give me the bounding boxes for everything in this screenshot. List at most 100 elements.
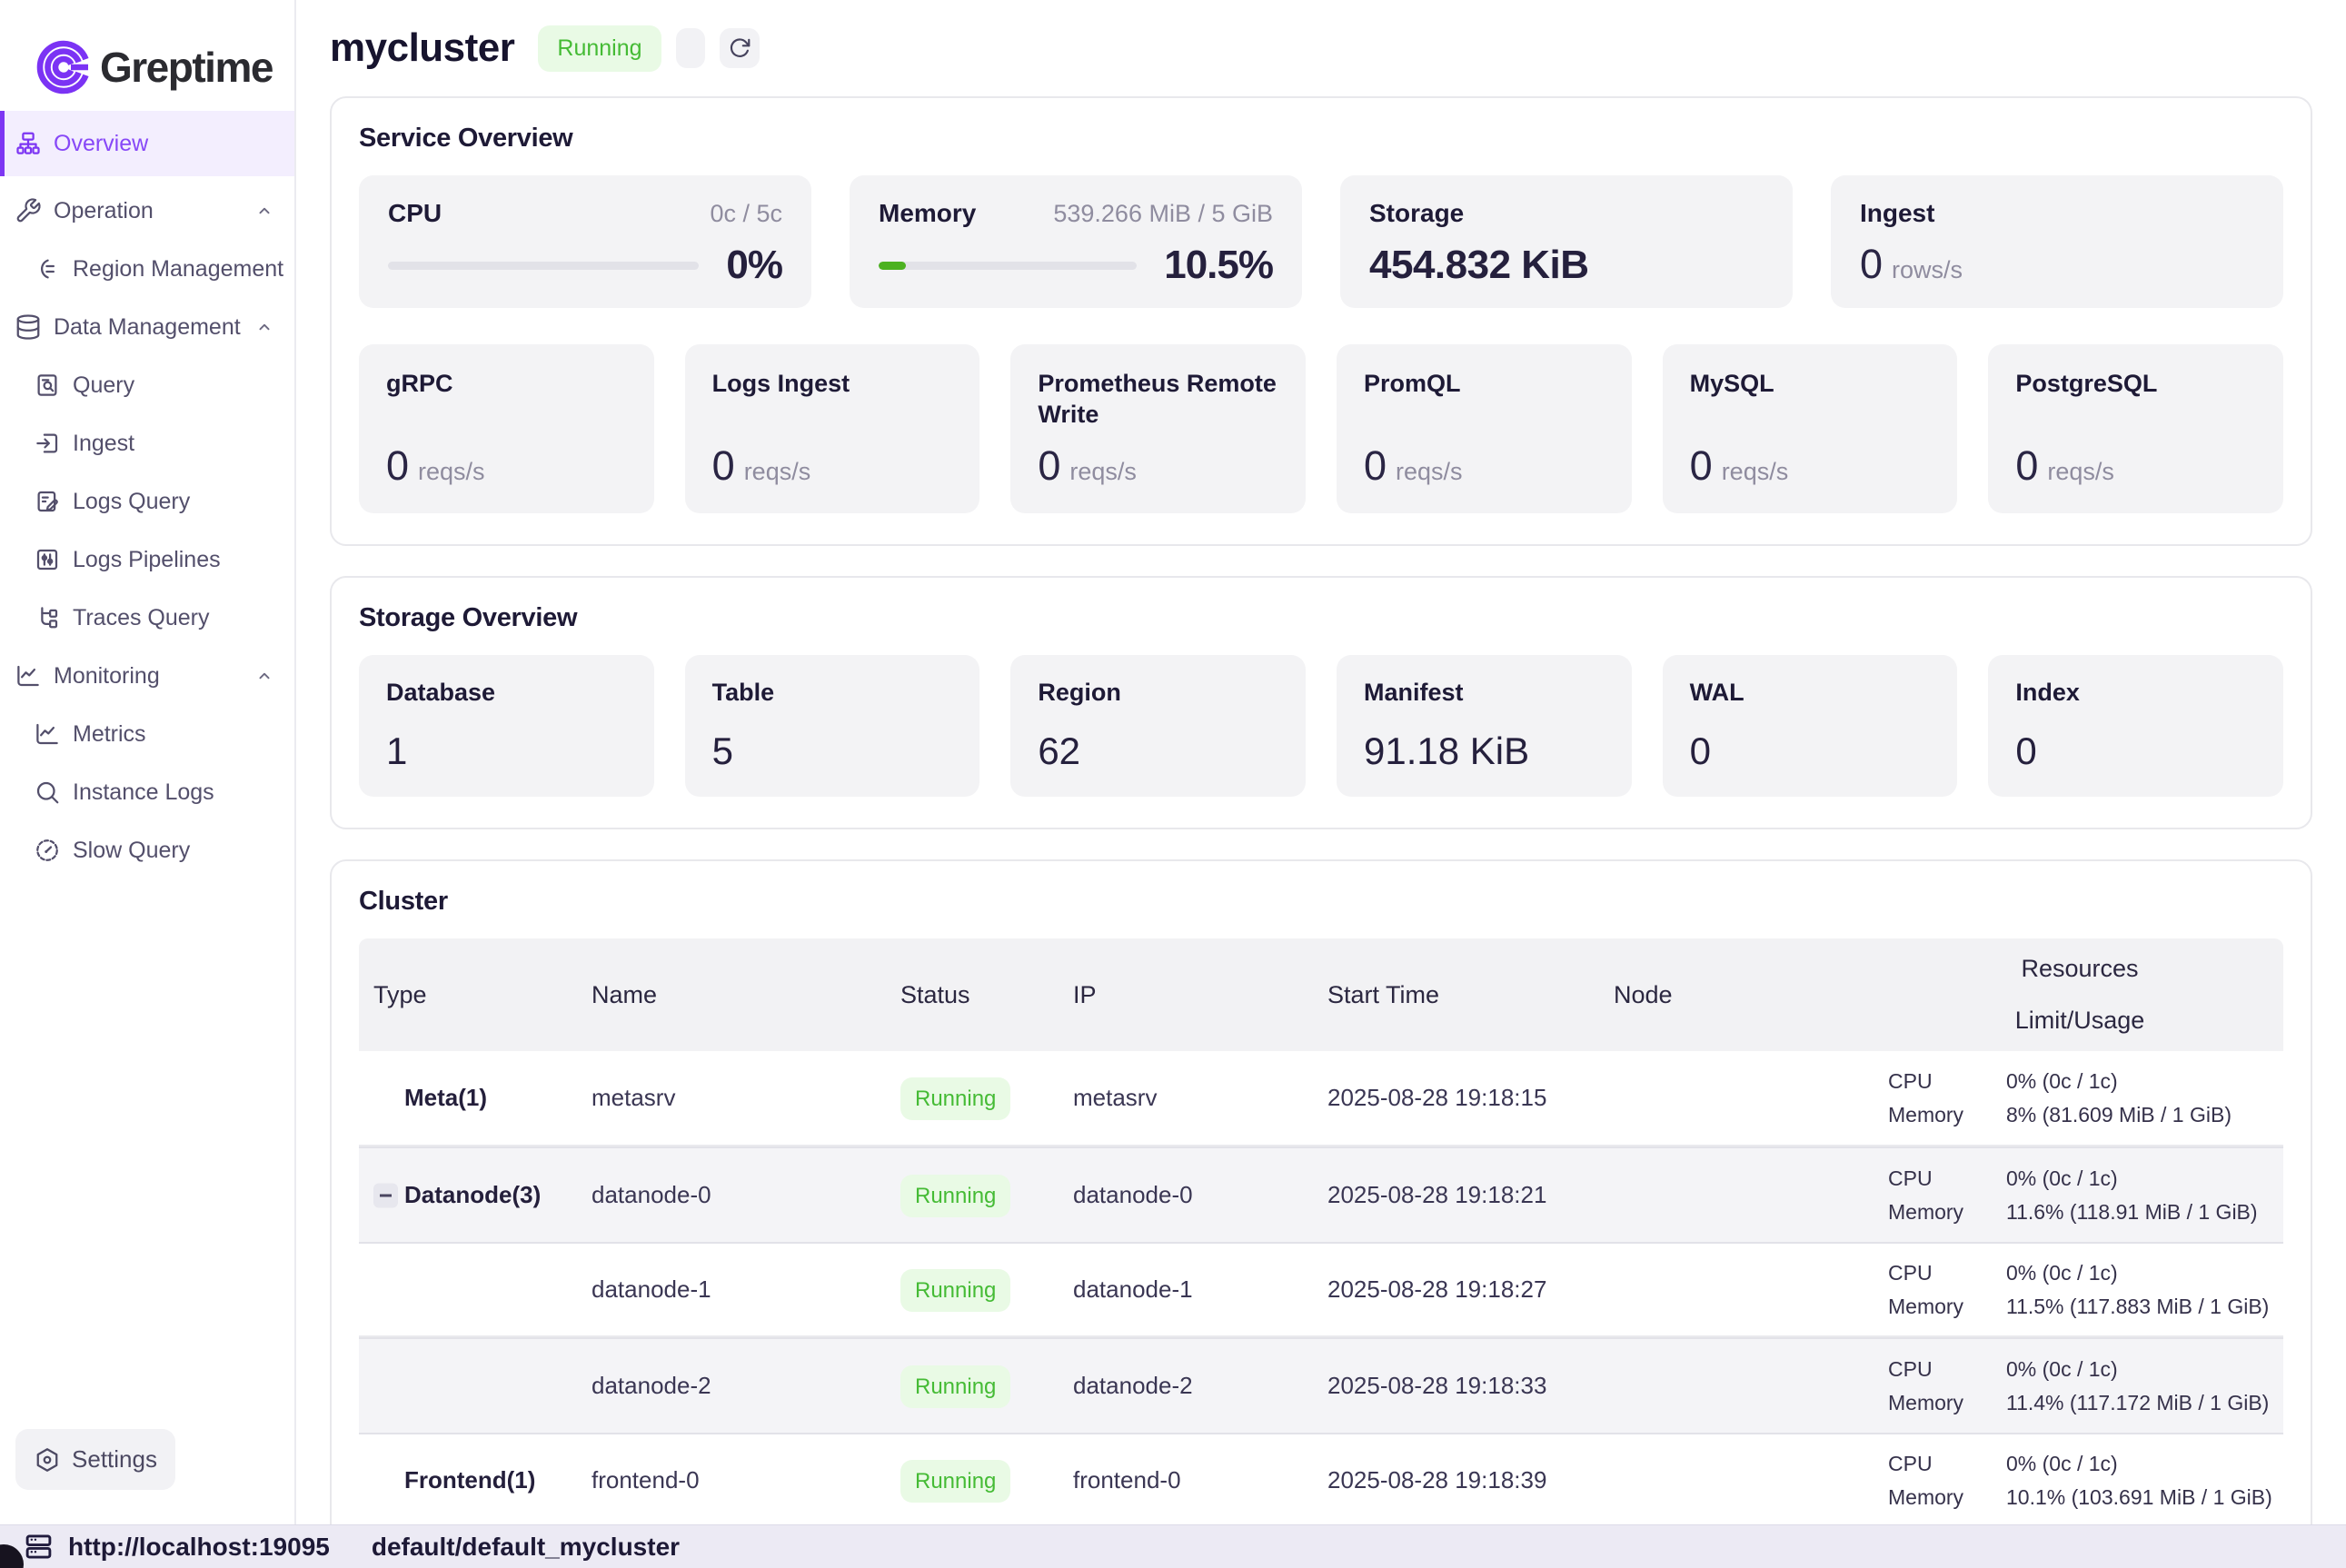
memory-card: Memory 539.266 MiB / 5 GiB 10.5%	[850, 175, 1302, 308]
metrics-chart-icon	[34, 720, 61, 748]
col-resources: Resources Limit/Usage	[1876, 938, 2283, 1051]
cpu-limit: 0c / 5c	[710, 200, 782, 228]
ingest-value: 0	[1860, 241, 1883, 288]
col-name: Name	[577, 981, 886, 1009]
service-stat-cards: CPU 0c / 5c 0% Memory 539.266 MiB / 5 Gi…	[359, 175, 2283, 308]
sidebar-item-region-management[interactable]: Region Management	[0, 240, 294, 298]
cpu-progress-track	[388, 262, 699, 270]
logs-ingest-label: Logs Ingest	[712, 368, 953, 399]
refresh-button[interactable]	[720, 28, 760, 68]
row-resources: CPU 0% (0c / 1c) Memory 11.5% (117.883 M…	[1876, 1261, 2283, 1319]
col-type: Type	[359, 981, 577, 1009]
gauge-icon	[34, 837, 61, 864]
sidebar-item-label: Metrics	[73, 721, 146, 748]
ingest-unit: rows/s	[1892, 256, 1963, 284]
resources-header: Resources	[2021, 955, 2138, 983]
settings-button[interactable]: Settings	[15, 1429, 175, 1490]
sidebar-item-instance-logs[interactable]: Instance Logs	[0, 763, 294, 821]
col-status: Status	[886, 981, 1059, 1009]
row-resources: CPU 0% (0c / 1c) Memory 11.4% (117.172 M…	[1876, 1357, 2283, 1415]
postgresql-value: 0	[2015, 442, 2038, 490]
table-row-datanode-2: datanode-2 Running datanode-2 2025-08-28…	[359, 1337, 2283, 1433]
sidebar-item-label: Overview	[54, 131, 148, 157]
sidebar-item-query[interactable]: Query	[0, 356, 294, 414]
chevron-up-icon	[254, 666, 274, 686]
ingest-arrow-icon	[34, 430, 61, 457]
sidebar-item-slow-query[interactable]: Slow Query	[0, 821, 294, 879]
wal-value: 0	[1690, 729, 1931, 773]
sidebar-item-label: Traces Query	[73, 605, 210, 631]
prometheus-remote-write-unit: reqs/s	[1069, 458, 1137, 486]
sidebar-item-ingest[interactable]: Ingest	[0, 414, 294, 472]
cpu-card: CPU 0c / 5c 0%	[359, 175, 811, 308]
cpu-res-label: CPU	[1888, 1069, 2006, 1094]
sidebar-item-overview[interactable]: Overview	[0, 111, 294, 176]
prometheus-remote-write-value: 0	[1038, 442, 1060, 490]
collapse-minus-button[interactable]	[373, 1183, 398, 1207]
storage-card: Storage 454.832 KiB	[1340, 175, 1793, 308]
cpu-res-label: CPU	[1888, 1166, 2006, 1191]
postgresql-card: PostgreSQL 0 reqs/s	[1988, 344, 2283, 513]
sidebar-item-label: Region Management	[73, 256, 283, 283]
database-label: Database	[386, 679, 627, 707]
col-node: Node	[1599, 981, 1876, 1009]
row-start-time: 2025-08-28 19:18:39	[1313, 1466, 1599, 1494]
memory-label: Memory	[879, 199, 976, 228]
wrench-icon	[15, 197, 42, 224]
region-value: 62	[1038, 729, 1278, 773]
sidebar-item-label: Logs Query	[73, 489, 190, 515]
storage-label: Storage	[1369, 199, 1464, 228]
blank-action-button[interactable]	[676, 28, 705, 68]
memory-res-label: Memory	[1888, 1391, 2006, 1415]
cpu-res-label: CPU	[1888, 1452, 2006, 1476]
statusbar-url[interactable]: http://localhost:19095	[68, 1533, 330, 1562]
monitoring-chart-icon	[15, 662, 42, 690]
pipelines-sliders-icon	[34, 546, 61, 573]
sidebar-section-operation[interactable]: Operation	[0, 182, 294, 240]
mysql-card: MySQL 0 reqs/s	[1663, 344, 1958, 513]
prometheus-remote-write-card: Prometheus Remote Write 0 reqs/s	[1010, 344, 1306, 513]
cluster-title: Cluster	[359, 887, 2283, 917]
sidebar-item-traces-query[interactable]: Traces Query	[0, 589, 294, 647]
cpu-res-value: 0% (0c / 1c)	[2006, 1357, 2283, 1382]
search-icon	[34, 779, 61, 806]
cpu-label: CPU	[388, 199, 442, 228]
overview-cluster-icon	[15, 130, 42, 157]
storage-overview-panel: Storage Overview Database 1 Table 5 Regi…	[330, 576, 2312, 829]
row-ip: datanode-1	[1059, 1275, 1313, 1304]
memory-res-value: 11.4% (117.172 MiB / 1 GiB)	[2006, 1391, 2283, 1415]
cpu-res-value: 0% (0c / 1c)	[2006, 1069, 2283, 1094]
table-label: Table	[712, 679, 953, 707]
table-value: 5	[712, 729, 953, 773]
index-card: Index 0	[1988, 655, 2283, 797]
sidebar-item-logs-query[interactable]: Logs Query	[0, 472, 294, 531]
statusbar-database[interactable]: default/default_mycluster	[372, 1533, 680, 1562]
row-type: Meta(1)	[359, 1084, 577, 1112]
memory-res-label: Memory	[1888, 1485, 2006, 1510]
sidebar: Greptime Overview	[0, 0, 296, 1524]
table-row-frontend: Frontend(1) frontend-0 Running frontend-…	[359, 1433, 2283, 1524]
grpc-card: gRPC 0 reqs/s	[359, 344, 654, 513]
memory-progress-fill	[879, 262, 906, 270]
storage-value: 454.832 KiB	[1369, 243, 1764, 288]
col-start-time: Start Time	[1313, 981, 1599, 1009]
status-badge: Running	[900, 1460, 1010, 1503]
sidebar-section-label: Monitoring	[54, 663, 160, 690]
service-overview-panel: Service Overview CPU 0c / 5c 0%	[330, 96, 2312, 546]
settings-label: Settings	[72, 1445, 157, 1474]
region-branch-icon	[34, 255, 61, 283]
row-name: datanode-2	[577, 1372, 886, 1400]
sidebar-section-monitoring[interactable]: Monitoring	[0, 647, 294, 705]
sidebar-section-label: Data Management	[54, 314, 241, 341]
manifest-value: 91.18 KiB	[1364, 729, 1605, 773]
sidebar-item-metrics[interactable]: Metrics	[0, 705, 294, 763]
row-resources: CPU 0% (0c / 1c) Memory 10.1% (103.691 M…	[1876, 1452, 2283, 1510]
sidebar-section-data-management[interactable]: Data Management	[0, 298, 294, 356]
promql-label: PromQL	[1364, 368, 1605, 399]
sidebar-item-logs-pipelines[interactable]: Logs Pipelines	[0, 531, 294, 589]
ingest-label: Ingest	[1860, 199, 1934, 228]
memory-res-label: Memory	[1888, 1200, 2006, 1225]
database-value: 1	[386, 729, 627, 773]
page-title: mycluster	[330, 25, 514, 71]
table-card: Table 5	[685, 655, 980, 797]
